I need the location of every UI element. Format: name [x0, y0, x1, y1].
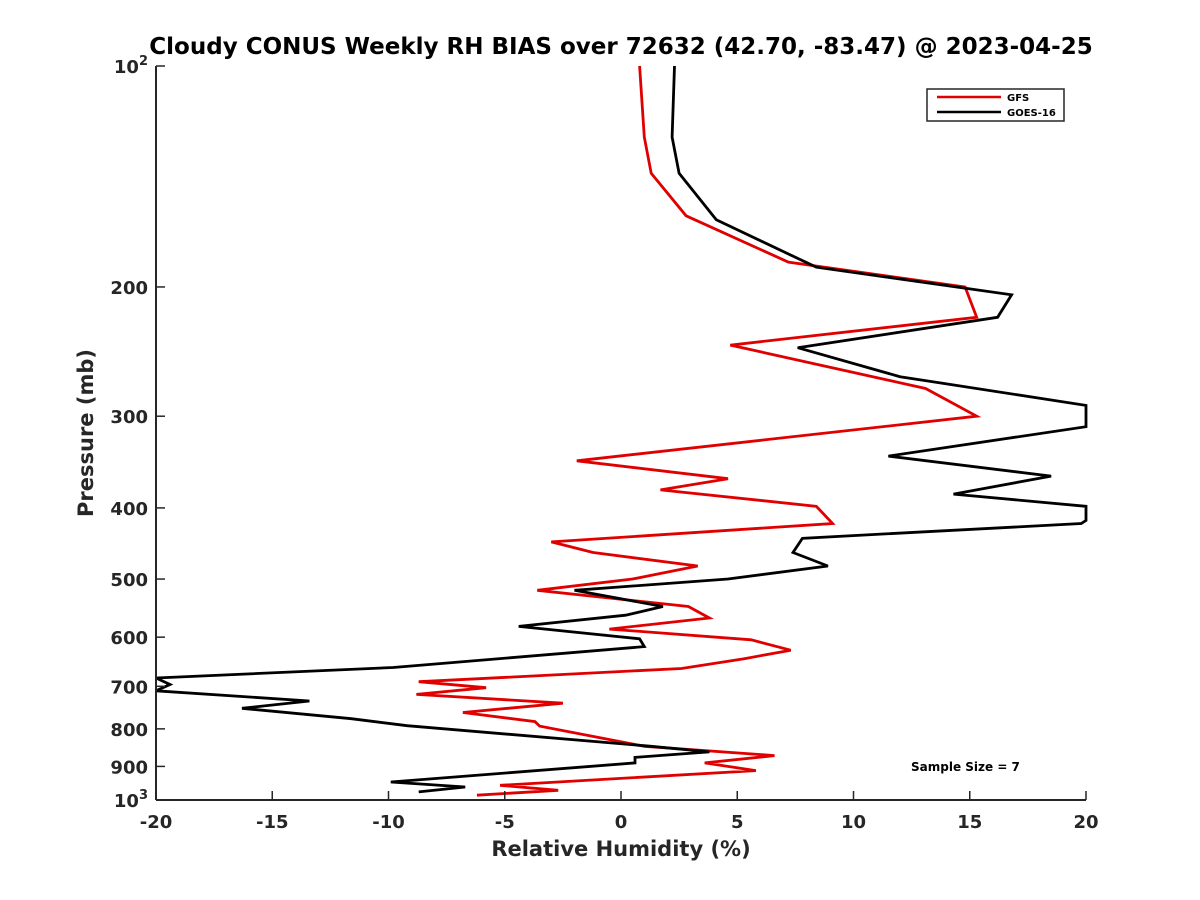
- legend-box: [926, 88, 1065, 122]
- x-tick-label: 5: [731, 812, 744, 833]
- y-tick-label: 200: [110, 278, 148, 299]
- legend: GFS GOES-16: [926, 88, 1065, 122]
- x-tick-label: -20: [140, 812, 173, 833]
- x-tick-label: -10: [372, 812, 405, 833]
- sample-size-annotation: Sample Size = 7: [911, 760, 1020, 774]
- plot-area: [156, 66, 1086, 800]
- series-line-goes-16: [155, 65, 1088, 794]
- y-tick-label: 103: [114, 788, 148, 812]
- x-axis-label: Relative Humidity (%): [491, 837, 750, 861]
- y-tick-label: 900: [110, 757, 148, 778]
- y-tick-label: 400: [110, 499, 148, 520]
- x-tick-label: 15: [957, 812, 982, 833]
- legend-label-gfs: GFS: [1007, 93, 1029, 104]
- x-tick-label: -5: [495, 812, 515, 833]
- x-tick-label: -15: [256, 812, 289, 833]
- series-layer: [155, 65, 1088, 797]
- y-axis-label: Pressure (mb): [74, 349, 98, 517]
- chart-title: Cloudy CONUS Weekly RH BIAS over 72632 (…: [149, 34, 1092, 60]
- x-tick-label: 0: [615, 812, 628, 833]
- y-tick-label: 500: [110, 570, 148, 591]
- y-tick-label: 102: [114, 54, 148, 78]
- x-tick-label: 20: [1073, 812, 1098, 833]
- y-tick-label: 800: [110, 720, 148, 741]
- y-tick-label: 300: [110, 407, 148, 428]
- series-line-gfs: [416, 65, 982, 797]
- y-tick-label: 700: [110, 677, 148, 698]
- legend-label-goes-16: GOES-16: [1007, 108, 1056, 119]
- x-ticks: -20 -15 -10 -5 0 5 10 15 20: [140, 791, 1099, 833]
- y-ticks: 102 200 300 400 500 600 700 800 900 103: [110, 54, 165, 812]
- y-tick-label: 600: [110, 628, 148, 649]
- x-tick-label: 10: [841, 812, 866, 833]
